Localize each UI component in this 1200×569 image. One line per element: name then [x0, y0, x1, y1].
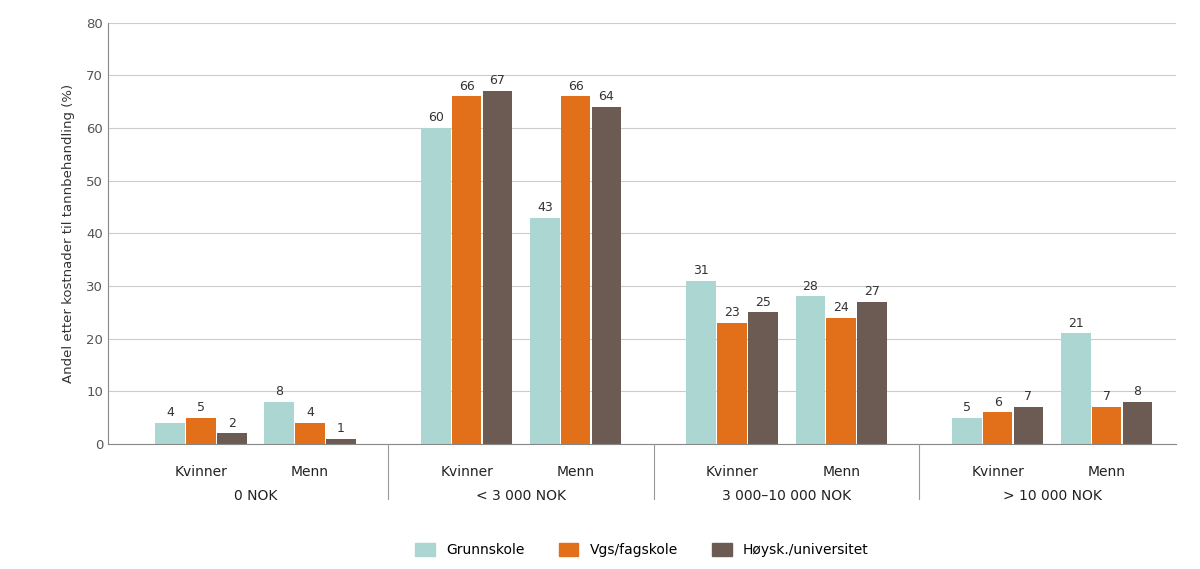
Text: 5: 5 [197, 401, 205, 414]
Text: 28: 28 [803, 280, 818, 293]
Bar [264, 402, 294, 444]
Bar [718, 323, 746, 444]
Text: 2: 2 [228, 417, 236, 430]
Text: 5: 5 [962, 401, 971, 414]
Bar [1014, 407, 1043, 444]
Bar [857, 302, 887, 444]
Bar [952, 418, 982, 444]
Text: Menn: Menn [292, 465, 329, 479]
Text: Menn: Menn [822, 465, 860, 479]
Text: > 10 000 NOK: > 10 000 NOK [1003, 489, 1102, 502]
Text: 60: 60 [428, 112, 444, 125]
Text: 43: 43 [536, 201, 553, 214]
Bar [1123, 402, 1152, 444]
Text: 3 000–10 000 NOK: 3 000–10 000 NOK [722, 489, 851, 502]
Bar [748, 312, 778, 444]
Bar [186, 418, 216, 444]
Bar [326, 439, 355, 444]
Bar [796, 296, 826, 444]
Text: 66: 66 [568, 80, 583, 93]
Bar [295, 423, 325, 444]
Text: 1: 1 [337, 422, 344, 435]
Text: 7: 7 [1025, 390, 1032, 403]
Bar [983, 413, 1013, 444]
Text: 27: 27 [864, 285, 880, 298]
Text: 24: 24 [833, 301, 850, 314]
Bar [686, 281, 716, 444]
Text: Kvinner: Kvinner [175, 465, 228, 479]
Text: 25: 25 [755, 295, 770, 308]
Text: 67: 67 [490, 75, 505, 88]
Legend: Grunnskole, Vgs/fagskole, Høysk./universitet: Grunnskole, Vgs/fagskole, Høysk./univers… [415, 543, 869, 558]
Text: Menn: Menn [557, 465, 595, 479]
Bar [482, 91, 512, 444]
Text: Kvinner: Kvinner [971, 465, 1024, 479]
Text: 64: 64 [599, 90, 614, 104]
Text: 0 NOK: 0 NOK [234, 489, 277, 502]
Text: 8: 8 [1134, 385, 1141, 398]
Text: 6: 6 [994, 395, 1002, 409]
Bar [156, 423, 185, 444]
Bar [530, 217, 559, 444]
Text: 23: 23 [725, 306, 740, 319]
Text: 4: 4 [167, 406, 174, 419]
Text: Menn: Menn [1087, 465, 1126, 479]
Text: 4: 4 [306, 406, 314, 419]
Text: Kvinner: Kvinner [706, 465, 758, 479]
Text: 21: 21 [1068, 316, 1084, 329]
Text: 7: 7 [1103, 390, 1111, 403]
Text: < 3 000 NOK: < 3 000 NOK [476, 489, 566, 502]
Bar [1061, 333, 1091, 444]
Text: 8: 8 [275, 385, 283, 398]
Bar [451, 96, 481, 444]
Bar [560, 96, 590, 444]
Text: 66: 66 [458, 80, 474, 93]
Bar [421, 128, 450, 444]
Bar [217, 434, 247, 444]
Y-axis label: Andel etter kostnader til tannbehandling (%): Andel etter kostnader til tannbehandling… [62, 84, 76, 383]
Bar [1092, 407, 1122, 444]
Text: Kvinner: Kvinner [440, 465, 493, 479]
Bar [592, 107, 622, 444]
Bar [827, 318, 856, 444]
Text: 31: 31 [694, 264, 709, 277]
